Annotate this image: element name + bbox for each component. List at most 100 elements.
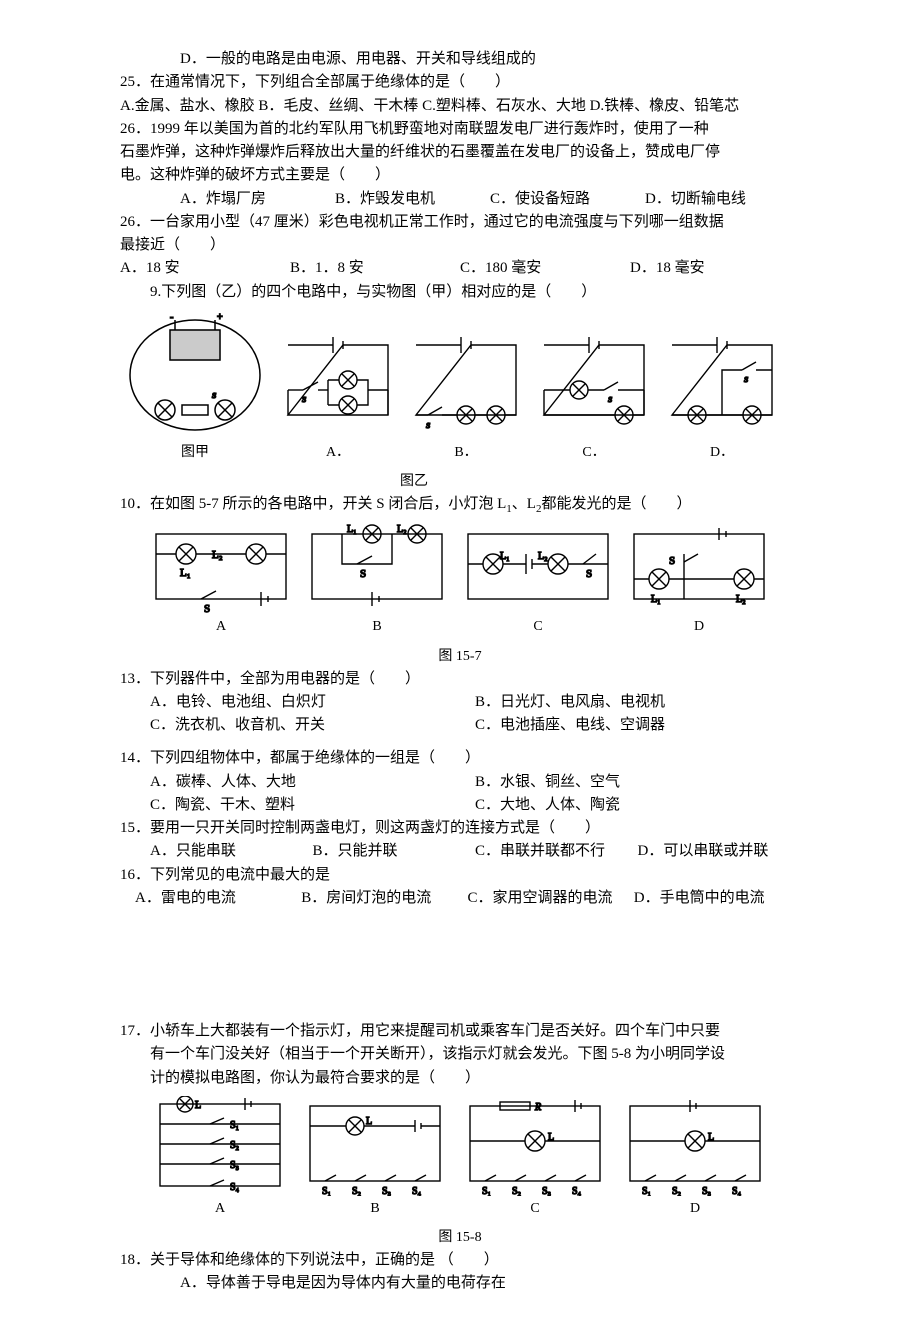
svg-text:R: R [534, 1102, 541, 1113]
q17-l1: 17．小轿车上大都装有一个指示灯，用它来提醒司机或乘客车门是否关好。四个车门中只… [120, 1020, 800, 1043]
q17-D-lbl: D [690, 1198, 700, 1220]
q17-A: L S₁ S₂ S₃ S₄ A [150, 1096, 290, 1220]
svg-text:S: S [204, 603, 210, 614]
q14-r1: A．碳棒、人体、大地 B．水银、铜丝、空气 [120, 771, 800, 794]
q25-stem: 25．在通常情况下，下列组合全部属于绝缘体的是（ ） [120, 71, 800, 94]
q15-C: C．串联并联都不行 [475, 840, 638, 863]
svg-text:s: s [426, 419, 430, 431]
q9-C-svg: s [534, 330, 654, 440]
q10-A-lbl: A [216, 616, 226, 638]
q9-optD: s D． [662, 330, 782, 464]
svg-text:L₁: L₁ [500, 551, 510, 562]
q26a-l2: 石墨炸弹，这种炸弹爆炸后释放出大量的纤维状的石墨覆盖在发电厂的设备上，赞成电厂停 [120, 141, 800, 164]
q13-D: C．电池插座、电线、空调器 [475, 714, 800, 737]
q10-D-lbl: D [694, 616, 704, 638]
q9-jia: - + s 图甲 [120, 310, 270, 464]
q9-optA: s A． [278, 330, 398, 464]
svg-text:S₃: S₃ [542, 1186, 551, 1196]
svg-text:L₂: L₂ [212, 549, 223, 561]
q15-opts: A．只能串联 B．只能并联 C．串联并联都不行 D．可以串联或并联 [120, 840, 800, 863]
q16-D: D．手电筒中的电流 [634, 887, 800, 910]
q26b-B: B．1．8 安 [290, 257, 460, 280]
q17-D: L S₁ S₂ S₃ S₄ D [620, 1096, 770, 1220]
q14-C: C．陶瓷、干木、塑料 [150, 794, 475, 817]
svg-text:L₁: L₁ [347, 524, 357, 535]
svg-text:s: s [302, 393, 306, 405]
q9-B-svg: s [406, 330, 526, 440]
exam-page: D．一般的电路是由电源、用电器、开关和导线组成的 25．在通常情况下，下列组合全… [0, 0, 920, 1336]
q17-B-lbl: B [370, 1198, 379, 1220]
q17-cap: 图 15-8 [120, 1227, 800, 1249]
q9-optC: s C． [534, 330, 654, 464]
q10-sc: 都能发光的是（ ） [541, 496, 691, 512]
q17-B: L S₁ S₂ S₃ S₄ B [300, 1096, 450, 1220]
svg-text:S₄: S₄ [412, 1186, 422, 1196]
q25-opts: A.金属、盐水、橡胶 B．毛皮、丝绸、干木棒 C.塑料棒、石灰水、大地 D.铁棒… [120, 95, 800, 118]
q15-A: A．只能串联 [150, 840, 313, 863]
svg-text:S₂: S₂ [352, 1186, 361, 1196]
svg-text:S₃: S₃ [382, 1186, 391, 1196]
svg-text:s: s [212, 389, 216, 401]
svg-text:S: S [360, 568, 366, 580]
q10-cap: 图 15-7 [120, 646, 800, 668]
svg-text:L₂: L₂ [397, 524, 407, 535]
q26a-l3: 电。这种炸弹的破坏方式主要是（ ） [120, 164, 800, 187]
q9-C-lbl: C． [582, 442, 605, 464]
q10-B: L₁ L₂ S B [302, 524, 452, 638]
q9-A-svg: s [278, 330, 398, 440]
q24-optD: D．一般的电路是由电源、用电器、开关和导线组成的 [120, 48, 800, 71]
svg-text:S₁: S₁ [230, 1120, 239, 1131]
svg-text:S₃: S₃ [702, 1186, 711, 1196]
svg-text:s: s [744, 373, 748, 385]
q10-D: L₁ L₂ S D [624, 524, 774, 638]
q17-A-lbl: A [215, 1198, 225, 1220]
q9-B-lbl: B． [454, 442, 477, 464]
svg-text:s: s [608, 393, 612, 405]
q13-r1: A．电铃、电池组、白炽灯 B．日光灯、电风扇、电视机 [120, 691, 800, 714]
q13-A: A．电铃、电池组、白炽灯 [150, 691, 475, 714]
svg-text:S₂: S₂ [230, 1140, 239, 1151]
q16-C: C．家用空调器的电流 [468, 887, 634, 910]
q10-A: L₁ L₂ S A [146, 524, 296, 638]
q10-stem: 10．在如图 5-7 所示的各电路中，开关 S 闭合后，小灯泡 L1、L2都能发… [120, 493, 800, 518]
svg-text:L₁: L₁ [651, 594, 661, 605]
q9-stem: 9.下列图（乙）的四个电路中，与实物图（甲）相对应的是（ ） [120, 281, 800, 304]
q10-sa: 10．在如图 5-7 所示的各电路中，开关 S 闭合后，小灯泡 L [120, 496, 506, 512]
svg-text:S₁: S₁ [642, 1186, 651, 1196]
q14-B: B．水银、铜丝、空气 [475, 771, 800, 794]
svg-text:S₃: S₃ [230, 1160, 239, 1171]
q13-B: B．日光灯、电风扇、电视机 [475, 691, 800, 714]
q26b-C: C．180 毫安 [460, 257, 630, 280]
q16-A: A．雷电的电流 [135, 887, 301, 910]
q14-A: A．碳棒、人体、大地 [150, 771, 475, 794]
q13-stem: 13．下列器件中，全部为用电器的是（ ） [120, 668, 800, 691]
q14-D: C．大地、人体、陶瓷 [475, 794, 800, 817]
svg-text:S: S [586, 568, 592, 580]
q10-sb: 、L [512, 496, 536, 512]
q17-figures: L S₁ S₂ S₃ S₄ A L [120, 1096, 800, 1220]
q17-l3: 计的模拟电路图，你认为最符合要求的是（ ） [120, 1067, 800, 1090]
q9-jia-svg: - + s [120, 310, 270, 440]
q26a-D: D．切断输电线 [645, 188, 800, 211]
q10-B-lbl: B [372, 616, 381, 638]
svg-text:S₄: S₄ [230, 1182, 240, 1193]
q16-B: B．房间灯泡的电流 [301, 887, 467, 910]
q9-D-lbl: D． [710, 442, 734, 464]
svg-text:S: S [669, 555, 675, 567]
q26a-A: A．炸塌厂房 [180, 188, 335, 211]
svg-text:S₄: S₄ [572, 1186, 582, 1196]
q18-stem: 18．关于导体和绝缘体的下列说法中，正确的是 （ ） [120, 1249, 800, 1272]
q9-cap-jia: 图甲 [181, 442, 209, 464]
q26b-l2: 最接近（ ） [120, 234, 800, 257]
q26a-C: C．使设备短路 [490, 188, 645, 211]
q10-C-lbl: C [533, 616, 542, 638]
q10-figures: L₁ L₂ S A L₁ L₂ S [120, 524, 800, 638]
svg-text:+: + [217, 312, 223, 323]
svg-text:S₄: S₄ [732, 1186, 742, 1196]
q15-B: B．只能并联 [313, 840, 476, 863]
q15-D: D．可以串联或并联 [638, 840, 801, 863]
svg-text:L₂: L₂ [736, 594, 746, 605]
q15-stem: 15．要用一只开关同时控制两盏电灯，则这两盏灯的连接方式是（ ） [120, 817, 800, 840]
q13-C: C．洗衣机、收音机、开关 [150, 714, 475, 737]
q9-A-lbl: A． [326, 442, 350, 464]
